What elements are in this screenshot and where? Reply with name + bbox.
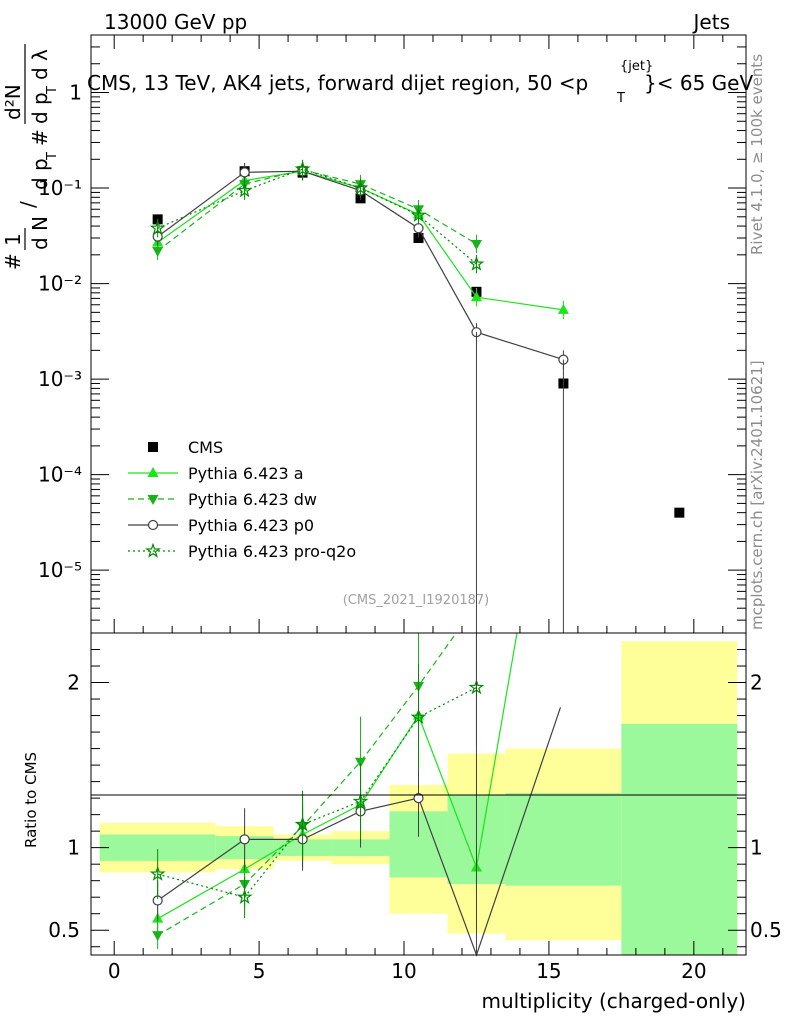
plot-title: CMS, 13 TeV, AK4 jets, forward dijet reg…: [87, 59, 753, 106]
svg-text:1: 1: [1, 233, 25, 246]
svg-text:/: /: [16, 201, 40, 208]
y-tick-label-2: 10⁻³: [38, 367, 82, 391]
legend-label-dw: Pythia 6.423 dw: [188, 490, 317, 509]
ratio-point-pythia-6-423-pro-q2o-0: [149, 865, 166, 881]
svg-text:T: T: [45, 86, 60, 95]
ratio-point-pythia-6-423-pro-q2o-4: [410, 708, 427, 724]
svg-text:d p: d p: [28, 92, 52, 124]
legend-marker-CMS: [148, 442, 158, 452]
analysis-watermark: (CMS_2021_I1920187): [343, 593, 490, 608]
ratio-y-tick-label-left-2: 2: [67, 671, 80, 695]
legend-label-q2o: Pythia 6.423 pro-q2o: [188, 542, 356, 561]
point-pythia-6-423-dw-0: [152, 246, 164, 257]
x-tick-label-0: 0: [108, 959, 121, 983]
mcplots-label: mcplots.cern.ch [arXiv:2401.10621]: [748, 360, 766, 630]
x-tick-label-5: 5: [253, 959, 266, 983]
svg-text:#: #: [28, 129, 52, 146]
legend-item-a: Pythia 6.423 a: [128, 464, 304, 483]
ratio-band-green-3: [331, 839, 390, 856]
energy-label: 13000 GeV pp: [104, 10, 247, 34]
legend-marker-a: [147, 467, 159, 477]
ratio-y-tick-label-right-2: 2: [750, 671, 763, 695]
ratio-point-pythia-6-423-dw-0: [152, 931, 164, 942]
point-pythia-6-423-p0-4: [413, 223, 424, 234]
svg-text:d p: d p: [28, 158, 52, 190]
point-pythia-6-423-a-6: [557, 303, 569, 314]
ratio-y-tick-label-left-0: 0.5: [48, 918, 80, 942]
rivet-label: Rivet 4.1.0, ≥ 100k events: [748, 54, 766, 255]
y-tick-label-3: 10⁻²: [38, 272, 82, 296]
ratio-y-tick-label-right-0: 0.5: [750, 918, 782, 942]
svg-text:T: T: [45, 152, 60, 161]
legend-label-p0: Pythia 6.423 p0: [188, 516, 314, 535]
ratio-point-pythia-6-423-pro-q2o-3: [352, 793, 369, 809]
legend-item-q2o: Pythia 6.423 pro-q2o: [128, 542, 356, 561]
legend-label-a: Pythia 6.423 a: [188, 464, 304, 483]
legend: CMS Pythia 6.423 a Pythia 6.423 dw Pythia 6…: [128, 438, 356, 561]
legend-item-p0: Pythia 6.423 p0: [128, 516, 314, 535]
line-pythia-6-423-dw: [157, 169, 477, 252]
x-tick-label-15: 15: [536, 959, 561, 983]
ratio-band-green-7: [621, 723, 738, 955]
ratio-point-pythia-6-423-pro-q2o-2: [294, 816, 311, 832]
legend-label-CMS: CMS: [188, 438, 223, 457]
x-axis-label: multiplicity (charged-only): [481, 989, 746, 1013]
ratio-band-green-6: [505, 793, 622, 886]
ratio-point-pythia-6-423-pro-q2o-1: [236, 888, 253, 904]
x-tick-label-20: 20: [681, 959, 706, 983]
point-pythia-6-423-a-5: [470, 291, 482, 302]
point-pythia-6-423-pro-q2o-5: [468, 255, 485, 271]
ratio-point-pythia-6-423-p0-4: [413, 793, 424, 804]
ratio-line-pythia-6-423-dw: [157, 632, 457, 936]
legend-item-CMS: CMS: [148, 438, 223, 457]
series-pythia-6-423-pro-q2o: [149, 159, 485, 274]
title-main: CMS, 13 TeV, AK4 jets, forward dijet reg…: [87, 71, 588, 95]
ratio-y-axis-label: Ratio to CMS: [22, 752, 40, 848]
point-pythia-6-423-pro-q2o-4: [410, 206, 427, 222]
title-end: }< 65 GeV: [644, 71, 753, 95]
point-cms-4: [413, 233, 424, 244]
svg-text:d²N: d²N: [1, 84, 25, 120]
ratio-y-tick-label-right-1: 1: [750, 836, 763, 860]
main-y-axis-label: # 1 d N / d p T # d²N d p T d λ: [1, 44, 60, 270]
legend-item-dw: Pythia 6.423 dw: [128, 490, 317, 509]
y-tick-label-5: 1: [69, 81, 82, 105]
legend-marker-p0: [147, 519, 159, 531]
y-tick-label-1: 10⁻⁴: [38, 463, 82, 487]
category-label: Jets: [692, 10, 730, 34]
point-pythia-6-423-pro-q2o-3: [352, 179, 369, 195]
point-pythia-6-423-pro-q2o-2: [294, 160, 311, 176]
series-pythia-6-423-p0: [152, 161, 569, 633]
ratio-series-group: [149, 632, 562, 957]
legend-marker-dw: [147, 495, 159, 505]
line-pythia-6-423-pro-q2o: [157, 168, 477, 265]
title-subscript: T: [616, 91, 625, 106]
legend-marker-q2o: [145, 542, 161, 558]
y-tick-label-4: 10⁻¹: [38, 176, 82, 200]
point-pythia-6-423-pro-q2o-1: [236, 182, 253, 198]
main-series-group: [149, 159, 685, 633]
title-superscript: {jet}: [620, 59, 653, 74]
svg-text:d N: d N: [28, 216, 52, 250]
point-cms-7: [674, 507, 685, 518]
svg-text:d λ: d λ: [28, 49, 52, 80]
point-pythia-6-423-pro-q2o-0: [149, 219, 166, 236]
point-pythia-6-423-p0-1: [239, 167, 250, 178]
ratio-point-pythia-6-423-p0-1: [239, 834, 250, 845]
y-tick-label-0: 10⁻⁵: [38, 558, 82, 582]
x-tick-label-10: 10: [391, 959, 416, 983]
point-pythia-6-423-dw-5: [470, 239, 482, 250]
ratio-plot-frame: [90, 632, 747, 956]
ratio-point-pythia-6-423-dw-3: [355, 757, 367, 768]
svg-text:#: #: [1, 253, 25, 270]
ratio-y-tick-label-left-1: 1: [67, 836, 80, 860]
